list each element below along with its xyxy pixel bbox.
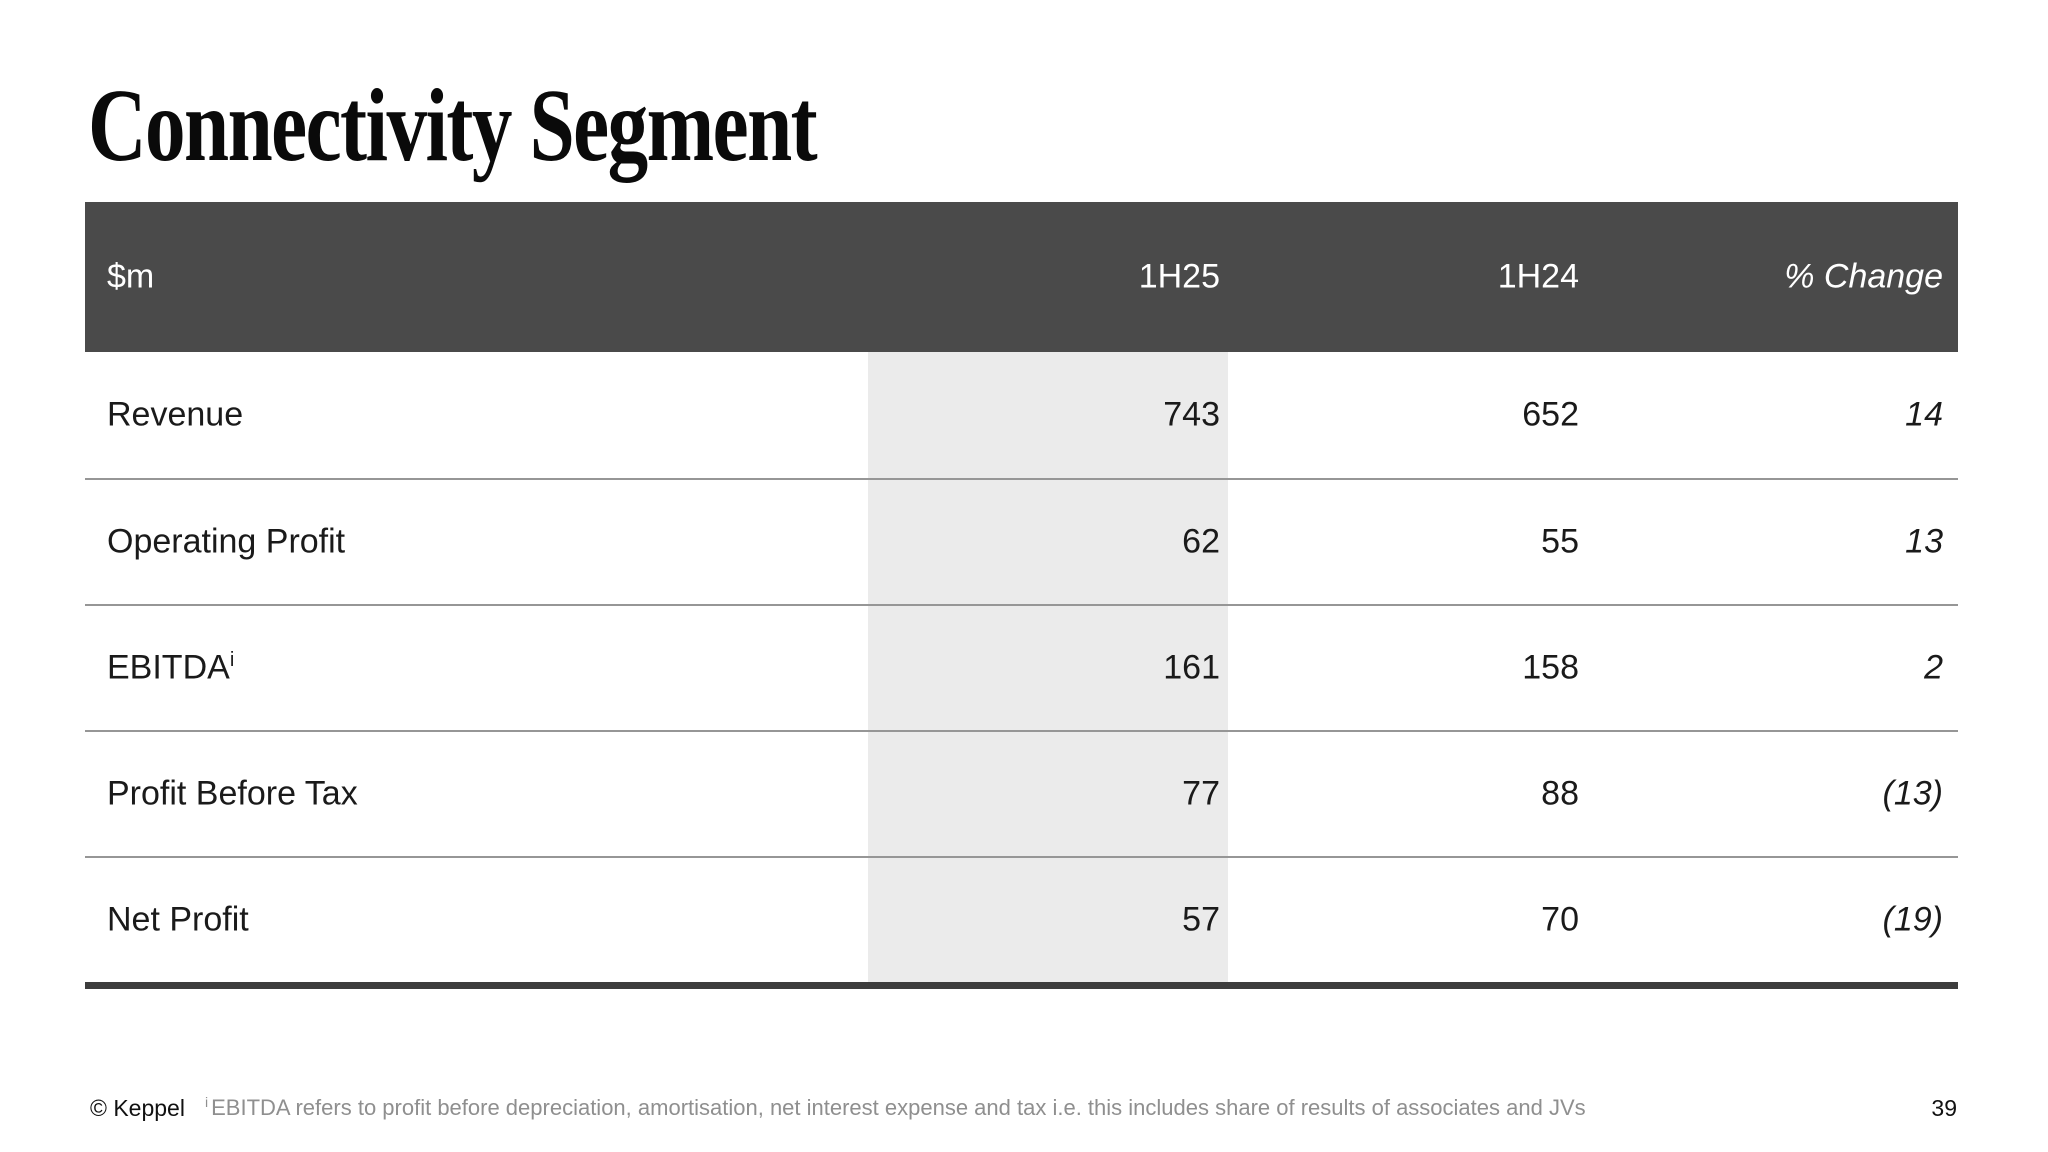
value-change: 2 [1924,648,1943,687]
financial-table: $m 1H25 1H24 % Change Revenue 743 652 14… [85,202,1958,989]
table-row-net-profit: Net Profit 57 70 (19) [85,856,1958,982]
table-row-ebitda: EBITDAi 161 158 2 [85,604,1958,730]
value-1h25: 62 [1182,522,1220,561]
row-label-text: EBITDA [107,648,230,687]
column-header-1h25: 1H25 [1138,257,1220,296]
footnote-marker: i [229,649,235,672]
ebitda-footnote: i EBITDA refers to profit before deprecia… [205,1088,1586,1128]
value-1h25: 57 [1182,900,1220,939]
value-1h25: 743 [1163,395,1220,434]
table-row-profit-before-tax: Profit Before Tax 77 88 (13) [85,730,1958,856]
table-row-revenue: Revenue 743 652 14 [85,352,1958,478]
row-label: Net Profit [107,901,249,940]
footnote-marker: i [205,1093,209,1110]
value-1h25: 161 [1163,648,1220,687]
value-1h24: 70 [1541,900,1579,939]
row-label-text: Profit Before Tax [107,774,358,813]
column-header-1h24: 1H24 [1497,257,1579,296]
table-row-operating-profit: Operating Profit 62 55 13 [85,478,1958,604]
value-1h24: 55 [1541,522,1579,561]
value-1h25: 77 [1182,774,1220,813]
page-title: Connectivity Segment [88,68,818,183]
column-header-unit: $m [107,257,155,296]
value-1h24: 652 [1522,395,1579,434]
value-change: (13) [1882,774,1943,813]
footnote-text: EBITDA refers to profit before depreciat… [211,1095,1586,1120]
row-label: Profit Before Tax [107,775,358,814]
row-label: EBITDAi [107,649,234,688]
value-change: (19) [1882,900,1943,939]
slide-footer: © Keppel i EBITDA refers to profit before… [0,1088,2048,1128]
value-change: 13 [1905,522,1943,561]
value-change: 14 [1905,395,1943,434]
row-label: Revenue [107,396,243,435]
column-header-change: % Change [1784,257,1943,296]
highlight-column-1h25 [868,352,1228,982]
row-label: Operating Profit [107,523,345,562]
value-1h24: 88 [1541,774,1579,813]
table-header-row: $m 1H25 1H24 % Change [85,202,1958,352]
row-label-text: Operating Profit [107,522,346,561]
row-label-text: Revenue [107,395,244,434]
value-1h24: 158 [1522,648,1579,687]
table-body: Revenue 743 652 14 Operating Profit 62 5… [85,352,1958,989]
row-label-text: Net Profit [107,900,249,939]
copyright-text: © Keppel [90,1095,185,1121]
page-number: 39 [1931,1095,1957,1121]
